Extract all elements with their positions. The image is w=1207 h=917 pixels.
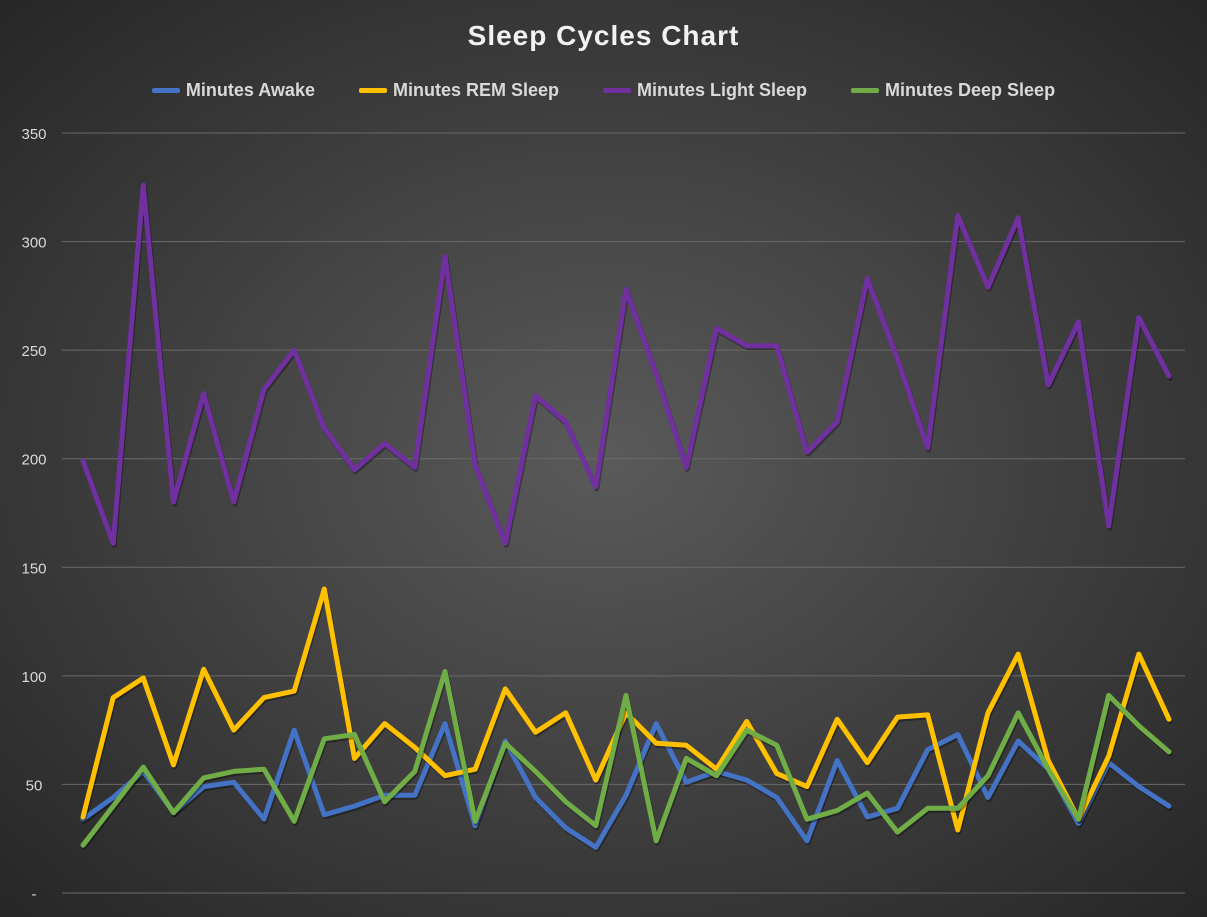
y-tick-label: 200 [21, 452, 46, 469]
legend-item-awake: Minutes Awake [151, 80, 315, 101]
y-tick-label: 300 [21, 235, 46, 252]
legend-label: Minutes Light Sleep [637, 80, 808, 100]
y-tick-label: 50 [26, 777, 43, 794]
legend-swatch [151, 88, 180, 93]
legend-swatch [851, 88, 880, 93]
y-tick-label: 150 [21, 560, 46, 577]
legend-label: Minutes Awake [185, 80, 315, 100]
y-tick-label: 350 [21, 126, 46, 143]
y-tick-label: 250 [21, 343, 46, 360]
legend-item-deep: Minutes Deep Sleep [851, 80, 1055, 101]
legend-label: Minutes REM Sleep [392, 80, 559, 100]
legend-item-rem: Minutes REM Sleep [358, 80, 559, 101]
series-line-minutes-light-sleep [80, 182, 1172, 546]
legend: Minutes Awake Minutes REM Sleep Minutes … [0, 80, 1207, 101]
legend-swatch [358, 88, 387, 93]
y-tick-label: - [32, 886, 37, 903]
y-tick-label: 100 [21, 669, 46, 686]
legend-item-light: Minutes Light Sleep [603, 80, 807, 101]
legend-swatch [603, 88, 631, 93]
chart-title: Sleep Cycles Chart [467, 20, 740, 51]
legend-label: Minutes Deep Sleep [885, 80, 1056, 100]
